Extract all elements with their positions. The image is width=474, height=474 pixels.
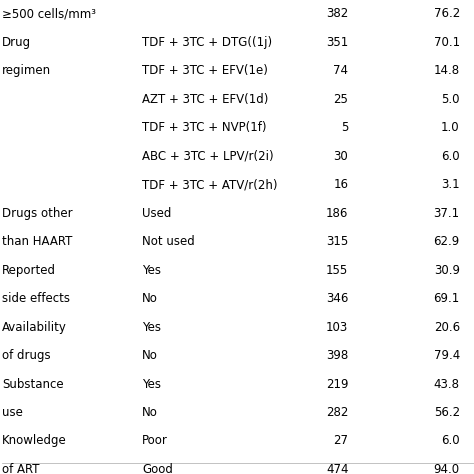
Text: 382: 382 [326,8,348,20]
Text: Poor: Poor [142,435,168,447]
Text: Availability: Availability [2,320,67,334]
Text: 351: 351 [326,36,348,49]
Text: 14.8: 14.8 [434,64,460,77]
Text: 62.9: 62.9 [434,235,460,248]
Text: TDF + 3TC + EFV(1e): TDF + 3TC + EFV(1e) [142,64,268,77]
Text: Not used: Not used [142,235,195,248]
Text: 282: 282 [326,406,348,419]
Text: 346: 346 [326,292,348,305]
Text: TDF + 3TC + DTG((1j): TDF + 3TC + DTG((1j) [142,36,273,49]
Text: 30.9: 30.9 [434,264,460,277]
Text: AZT + 3TC + EFV(1d): AZT + 3TC + EFV(1d) [142,93,269,106]
Text: 5: 5 [341,121,348,134]
Text: 474: 474 [326,463,348,474]
Text: 103: 103 [326,320,348,334]
Text: 94.0: 94.0 [434,463,460,474]
Text: No: No [142,349,158,362]
Text: 1.0: 1.0 [441,121,460,134]
Text: regimen: regimen [2,64,52,77]
Text: Good: Good [142,463,173,474]
Text: 30: 30 [334,150,348,163]
Text: Yes: Yes [142,264,161,277]
Text: of ART: of ART [2,463,40,474]
Text: 16: 16 [333,178,348,191]
Text: ABC + 3TC + LPV/r(2i): ABC + 3TC + LPV/r(2i) [142,150,274,163]
Text: 70.1: 70.1 [434,36,460,49]
Text: Drug: Drug [2,36,31,49]
Text: side effects: side effects [2,292,70,305]
Text: 27: 27 [333,435,348,447]
Text: 76.2: 76.2 [434,8,460,20]
Text: Knowledge: Knowledge [2,435,67,447]
Text: Yes: Yes [142,377,161,391]
Text: 79.4: 79.4 [434,349,460,362]
Text: 69.1: 69.1 [434,292,460,305]
Text: 3.1: 3.1 [441,178,460,191]
Text: 25: 25 [334,93,348,106]
Text: use: use [2,406,23,419]
Text: Yes: Yes [142,320,161,334]
Text: 186: 186 [326,207,348,219]
Text: TDF + 3TC + NVP(1f): TDF + 3TC + NVP(1f) [142,121,267,134]
Text: 5.0: 5.0 [441,93,460,106]
Text: No: No [142,406,158,419]
Text: 315: 315 [326,235,348,248]
Text: 155: 155 [326,264,348,277]
Text: Reported: Reported [2,264,56,277]
Text: 74: 74 [333,64,348,77]
Text: 56.2: 56.2 [434,406,460,419]
Text: 37.1: 37.1 [434,207,460,219]
Text: 6.0: 6.0 [441,150,460,163]
Text: Drugs other: Drugs other [2,207,73,219]
Text: TDF + 3TC + ATV/r(2h): TDF + 3TC + ATV/r(2h) [142,178,278,191]
Text: of drugs: of drugs [2,349,51,362]
Text: ≥500 cells/mm³: ≥500 cells/mm³ [2,8,96,20]
Text: 219: 219 [326,377,348,391]
Text: No: No [142,292,158,305]
Text: 20.6: 20.6 [434,320,460,334]
Text: than HAART: than HAART [2,235,73,248]
Text: 43.8: 43.8 [434,377,460,391]
Text: 6.0: 6.0 [441,435,460,447]
Text: Used: Used [142,207,172,219]
Text: Substance: Substance [2,377,64,391]
Text: 398: 398 [326,349,348,362]
